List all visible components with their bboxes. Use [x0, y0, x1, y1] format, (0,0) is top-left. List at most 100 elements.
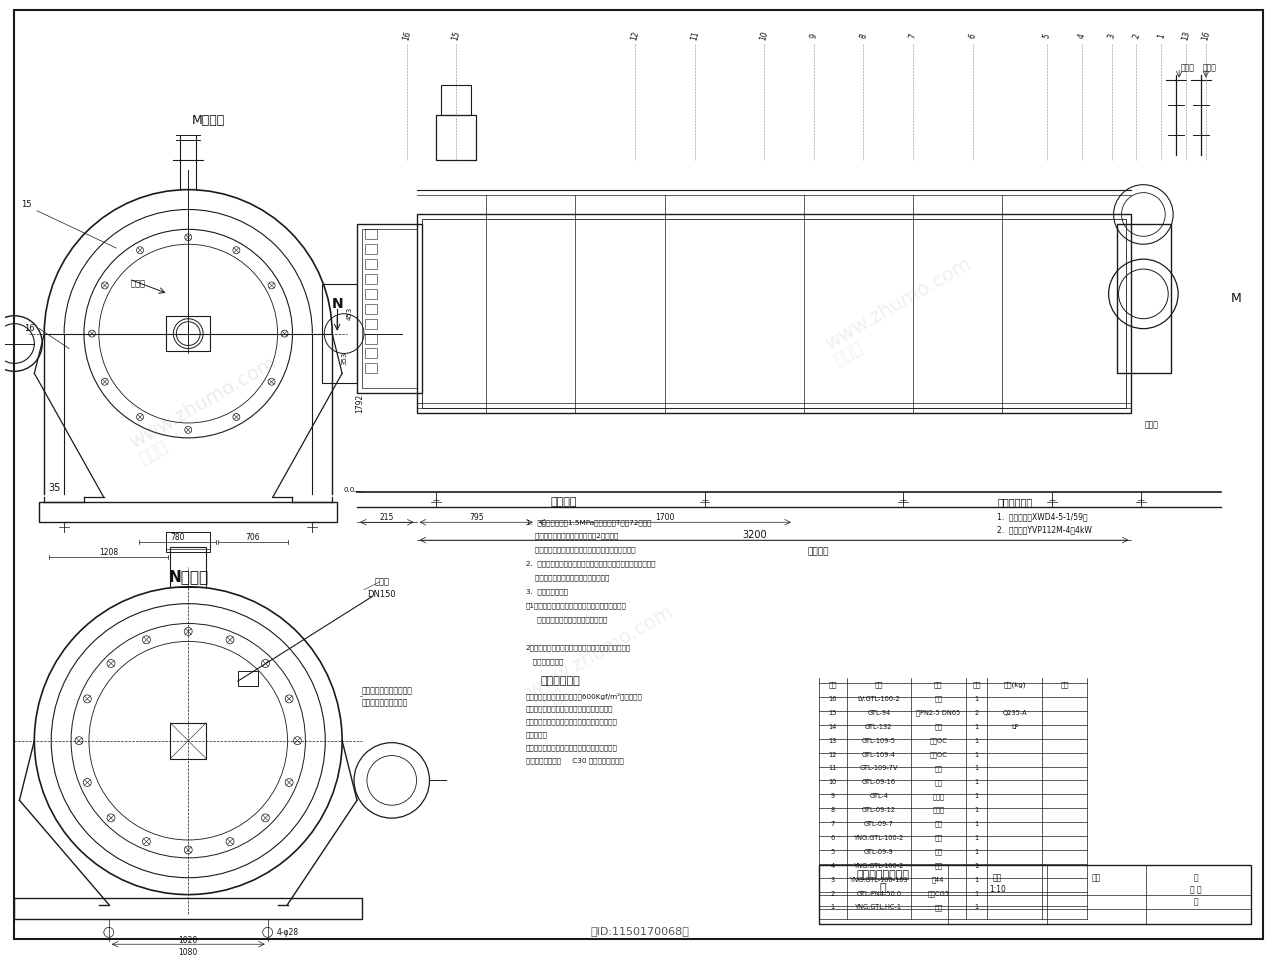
Text: 进水管: 进水管 [1203, 63, 1217, 72]
Text: 安装及基础：: 安装及基础： [540, 676, 581, 686]
Text: 9: 9 [808, 33, 819, 39]
Bar [365, 349, 377, 358]
Bar [365, 289, 377, 299]
Text: 内外增量之别。: 内外增量之别。 [526, 658, 563, 664]
Text: 台置高出地面安装时：可在地面上浇筑础底础，: 台置高出地面安装时：可在地面上浇筑础底础， [526, 745, 618, 751]
Text: YNG.GTL-100-2: YNG.GTL-100-2 [853, 862, 904, 869]
Text: 【ID:1150170068】: 【ID:1150170068】 [590, 926, 690, 936]
Text: 送风管: 送风管 [374, 577, 389, 586]
Text: 16: 16 [401, 30, 412, 41]
Text: 16: 16 [829, 696, 836, 702]
Text: www.zhumo.com: www.zhumo.com [524, 601, 677, 701]
Bar [1116, 225, 1171, 374]
Text: GTL-PN4-50.0: GTL-PN4-50.0 [856, 891, 902, 897]
Bar [14, 898, 361, 920]
Text: GTL-4: GTL-4 [870, 793, 889, 799]
Text: 前框OC: 前框OC [930, 751, 948, 758]
Text: GTL-09-16: GTL-09-16 [862, 779, 895, 786]
Bar [170, 547, 206, 587]
Text: 2: 2 [830, 891, 835, 897]
Text: 动的拾钱，: 动的拾钱， [526, 731, 548, 738]
Text: 技术要求: 技术要求 [550, 497, 577, 508]
Text: 联44: 联44 [932, 877, 945, 883]
Text: 地框: 地框 [935, 724, 942, 730]
Text: GTL-94: GTL-94 [867, 710, 890, 716]
Text: 前框: 前框 [935, 849, 942, 856]
Text: M向视图: M向视图 [192, 114, 225, 126]
Bar [166, 315, 211, 352]
Text: 筝管: 筝管 [935, 696, 942, 703]
Text: 1: 1 [974, 862, 978, 869]
Text: www.zhumo.com: www.zhumo.com [126, 354, 280, 453]
Text: 10: 10 [759, 30, 770, 41]
Text: 2．筒卧件内钢铸水管套不要伸入底烟前断止主路中的: 2．筒卧件内钢铸水管套不要伸入底烟前断止主路中的 [526, 644, 631, 651]
Text: 知木网: 知木网 [831, 338, 866, 369]
Text: 前框: 前框 [935, 821, 942, 827]
Text: 共: 共 [1194, 873, 1198, 882]
Text: 706: 706 [245, 532, 261, 542]
Text: 780: 780 [170, 532, 185, 542]
Text: 端盖: 端盖 [935, 904, 942, 911]
Bar [416, 214, 1131, 413]
Text: 12: 12 [829, 751, 836, 757]
Text: 1: 1 [974, 766, 978, 771]
Text: 比例: 比例 [992, 873, 1002, 882]
Text: DN150: DN150 [368, 590, 396, 599]
Text: N: N [331, 296, 344, 311]
Text: 1: 1 [974, 779, 978, 786]
Text: 液管接头和铸铁接头漏水不大于2滴／分。: 液管接头和铸铁接头漏水不大于2滴／分。 [526, 532, 618, 539]
Bar [170, 723, 206, 758]
Text: 前框: 前框 [935, 835, 942, 841]
Text: 主要技术参数: 主要技术参数 [997, 497, 1033, 508]
Text: 左制为右旋，本图为左旋（右旋）。: 左制为右旋，本图为左旋（右旋）。 [526, 617, 607, 623]
Text: 备注: 备注 [1060, 682, 1069, 688]
Text: 8: 8 [858, 33, 868, 39]
Text: 14: 14 [829, 724, 836, 729]
Text: 滚筒冷渣机总装配: 滚筒冷渣机总装配 [857, 870, 909, 880]
Text: 4: 4 [830, 862, 835, 869]
Text: Q235-A: Q235-A [1002, 710, 1027, 716]
Text: 16: 16 [24, 324, 34, 333]
Text: 知木网: 知木网 [135, 438, 171, 468]
Bar [819, 865, 1250, 924]
Text: 回水管: 回水管 [1181, 63, 1195, 72]
Text: 3.  表面涂划底漆。: 3. 表面涂划底漆。 [526, 589, 568, 595]
Text: 预留铸，冷渣机就依在预留槽上地脚螺栓水平等: 预留铸，冷渣机就依在预留槽上地脚螺栓水平等 [526, 719, 618, 725]
Text: 10: 10 [829, 779, 836, 786]
Bar [358, 225, 421, 393]
Bar [361, 229, 416, 388]
Text: 16: 16 [1200, 30, 1212, 41]
Text: 前框: 前框 [935, 862, 942, 869]
Text: 13: 13 [829, 738, 836, 744]
Text: 名称: 名称 [933, 682, 942, 688]
Text: LV.GTL-100-2: LV.GTL-100-2 [857, 696, 900, 702]
Text: 3: 3 [830, 877, 835, 882]
Bar [365, 318, 377, 329]
Text: 1: 1 [974, 696, 978, 702]
Text: 5: 5 [1042, 33, 1052, 39]
Bar [365, 259, 377, 269]
Text: 453: 453 [347, 307, 352, 320]
Text: 1: 1 [974, 807, 978, 814]
Text: 5: 5 [830, 849, 835, 855]
Text: 1: 1 [974, 793, 978, 799]
Text: 2: 2 [974, 710, 978, 716]
Bar [421, 220, 1126, 408]
Text: 并联运输: 并联运输 [808, 548, 830, 556]
Text: 1700: 1700 [655, 512, 674, 522]
Text: 1:10: 1:10 [988, 885, 1006, 894]
Text: 图号: 图号 [1092, 873, 1101, 882]
Bar [365, 334, 377, 343]
Text: 13: 13 [1180, 30, 1191, 41]
Text: 12: 12 [630, 30, 641, 41]
Bar [365, 244, 377, 254]
Text: GTL-09-12: GTL-09-12 [862, 807, 895, 814]
Text: GTL-109-7V: GTL-109-7V [859, 766, 898, 771]
Text: 8: 8 [830, 807, 835, 814]
Text: 将液带平置驱动机上，并作适情修供。: 将液带平置驱动机上，并作适情修供。 [526, 575, 609, 581]
Bar [166, 532, 211, 552]
Text: 冷渣机底平置桌向承力不小于600Kgf/m²的地面上，: 冷渣机底平置桌向承力不小于600Kgf/m²的地面上， [526, 692, 642, 700]
Text: 开孔焊接，至电除尘器: 开孔焊接，至电除尘器 [361, 699, 409, 707]
Text: 序号: 序号 [829, 682, 836, 688]
Text: 前框OC: 前框OC [930, 737, 948, 744]
